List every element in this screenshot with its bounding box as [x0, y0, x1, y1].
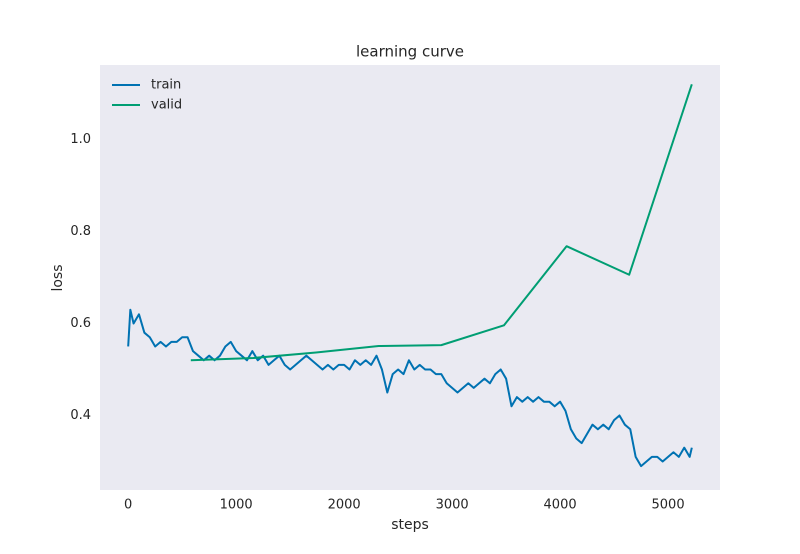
x-tick-label: 0 [124, 498, 132, 513]
x-axis-label: steps [391, 517, 429, 533]
x-tick-label: 5000 [652, 498, 685, 513]
x-tick-label: 1000 [220, 498, 253, 513]
legend-label: train [151, 78, 181, 93]
y-tick-label: 0.6 [70, 316, 91, 331]
line [127, 308, 693, 468]
y-tick-label: 1.0 [70, 132, 91, 147]
x-tick-label: 2000 [328, 498, 361, 513]
x-tick-label: 3000 [436, 498, 469, 513]
y-tick-label: 0.4 [70, 408, 91, 423]
line [190, 84, 693, 362]
legend-label: valid [151, 98, 182, 113]
chart-title: learning curve [356, 43, 464, 61]
y-tick-label: 0.8 [70, 224, 91, 239]
y-axis-label: loss [50, 264, 66, 291]
x-tick-label: 4000 [544, 498, 577, 513]
